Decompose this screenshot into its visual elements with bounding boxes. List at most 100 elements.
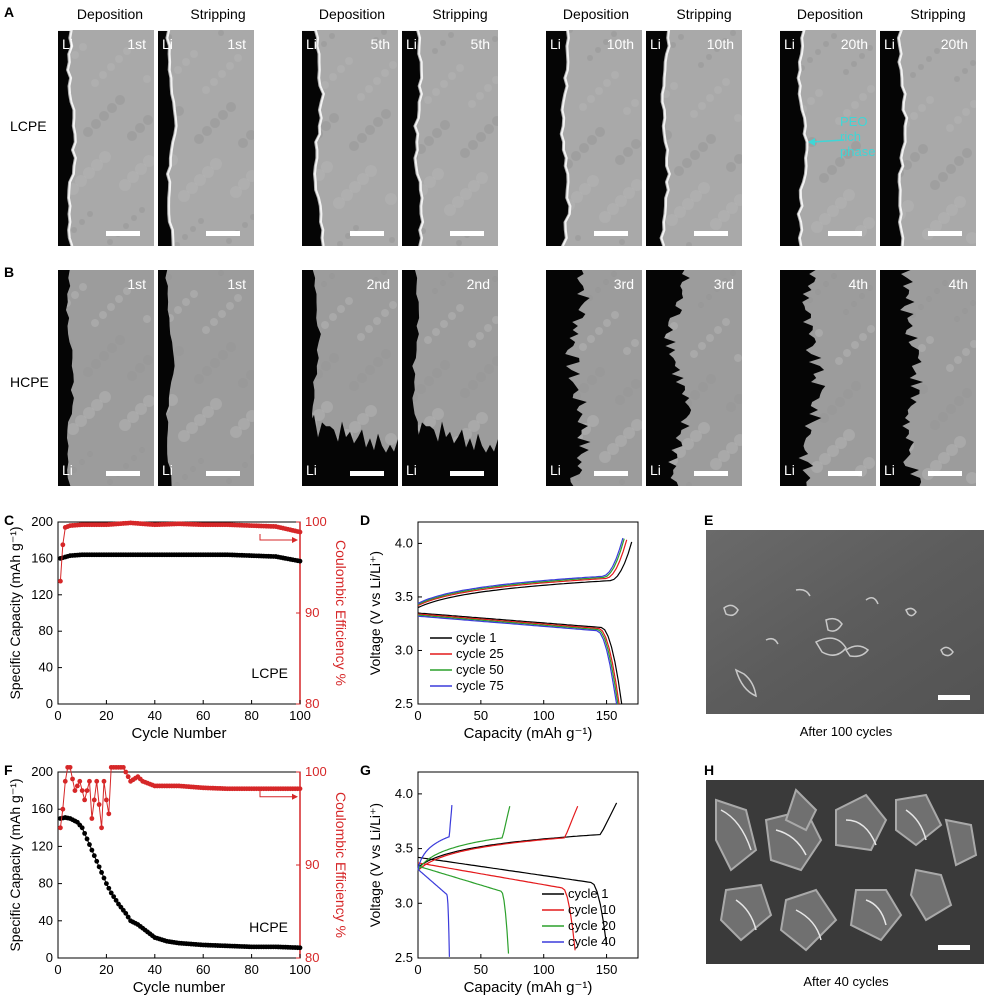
- y2-tick-label: 100: [305, 514, 327, 529]
- data-point: [101, 778, 107, 784]
- panel-label-b: B: [4, 264, 15, 280]
- data-point: [297, 558, 303, 564]
- y-axis-label: Specific Capacity (mAh g⁻¹): [7, 526, 23, 699]
- x-axis-label: Capacity (mAh g⁻¹): [464, 725, 593, 742]
- axis-arrow: [259, 534, 296, 541]
- li-electrode-label: Li: [162, 462, 173, 478]
- header-deposition-4: Deposition: [796, 6, 864, 22]
- scale-bar: [350, 471, 384, 476]
- discharge-curve-2: [417, 613, 620, 705]
- cycle-label: 20th: [840, 36, 868, 52]
- scale-bar: [828, 231, 862, 236]
- x-tick-label: 100: [533, 708, 555, 723]
- y-tick-label: 80: [39, 623, 53, 638]
- data-point: [91, 797, 97, 803]
- data-point: [87, 842, 92, 847]
- y-tick-label: 40: [39, 660, 53, 675]
- micrograph-b-5: Li 3rd: [546, 270, 642, 486]
- peo-annotation-arrow: [808, 138, 845, 146]
- micrograph-a-5: Li 10th: [546, 30, 642, 246]
- x-tick-label: 0: [54, 962, 61, 977]
- scale-bar: [938, 945, 970, 950]
- micrograph-b-3: Li 2nd: [302, 270, 398, 486]
- data-point: [94, 858, 100, 864]
- x-tick-label: 150: [596, 708, 618, 723]
- x-tick-label: 150: [596, 962, 618, 977]
- data-point: [99, 825, 104, 831]
- cycle-label: 1st: [227, 276, 246, 292]
- data-point: [111, 894, 117, 900]
- panel-label-g: G: [360, 762, 371, 778]
- data-point: [106, 811, 112, 817]
- charge-curve-4: [417, 805, 453, 870]
- discharge-curve-4: [417, 868, 450, 957]
- y2-tick-label: 100: [305, 764, 327, 779]
- header-stripping-3: Stripping: [676, 6, 732, 22]
- x-tick-label: 60: [196, 708, 210, 723]
- cycle-label: 20th: [940, 36, 968, 52]
- charge-curve-2: [417, 805, 579, 871]
- cycle-label: 10th: [706, 36, 734, 52]
- x-tick-label: 0: [414, 962, 421, 977]
- x-tick-label: 20: [99, 962, 113, 977]
- legend-label: cycle 1: [456, 630, 496, 645]
- scale-bar: [828, 471, 862, 476]
- data-point: [62, 778, 68, 784]
- data-point: [113, 897, 119, 903]
- scale-bar: [106, 471, 140, 476]
- x-tick-label: 100: [289, 962, 311, 977]
- x-tick-label: 60: [196, 962, 210, 977]
- x-tick-label: 40: [148, 962, 162, 977]
- panel-label-c: C: [4, 512, 15, 528]
- scale-bar: [594, 471, 628, 476]
- scale-bar: [206, 471, 240, 476]
- sem-image-e: [706, 530, 984, 714]
- data-point: [79, 788, 85, 793]
- x-tick-label: 100: [289, 708, 311, 723]
- micrograph-b-7: Li 4th: [780, 270, 876, 486]
- data-point: [60, 806, 66, 812]
- micrograph-b-4: Li 2nd: [402, 270, 498, 486]
- y2-tick-label: 90: [305, 857, 319, 872]
- data-point: [104, 797, 109, 803]
- li-electrode-label: Li: [406, 462, 417, 478]
- cycle-label: 10th: [606, 36, 634, 52]
- cycle-label: 1st: [127, 276, 146, 292]
- data-point: [89, 816, 95, 821]
- data-point: [67, 764, 73, 770]
- charge-curve-1: [417, 802, 618, 868]
- series-line-1: [59, 766, 300, 828]
- legend-label: cycle 10: [568, 902, 616, 917]
- axis-arrowhead: [292, 793, 298, 800]
- y-tick-label: 3.5: [395, 589, 413, 604]
- li-electrode-label: Li: [784, 36, 795, 52]
- header-deposition-1: Deposition: [76, 6, 144, 22]
- y-tick-label: 160: [31, 550, 53, 565]
- micrograph-a-4: Li 5th: [402, 30, 498, 246]
- data-point: [91, 853, 97, 859]
- scale-bar: [928, 471, 962, 476]
- cycle-label: 2nd: [366, 276, 390, 292]
- cycle-label: 2nd: [466, 276, 490, 292]
- data-point: [89, 847, 95, 853]
- data-point: [72, 788, 78, 793]
- plot-frame: [417, 771, 639, 959]
- micrograph-a-6: Li 10th: [646, 30, 742, 246]
- y-tick-label: 4.0: [395, 535, 413, 550]
- panel-label-h: H: [704, 762, 715, 778]
- data-point: [125, 914, 131, 920]
- header-stripping-1: Stripping: [190, 6, 246, 22]
- x-tick-label: 20: [99, 708, 113, 723]
- data-point: [82, 830, 88, 836]
- legend-label: cycle 40: [568, 934, 616, 949]
- charge-curve-2: [417, 539, 628, 607]
- li-electrode-label: Li: [62, 36, 73, 52]
- data-point: [297, 529, 303, 535]
- x-tick-label: 40: [148, 708, 162, 723]
- y-tick-label: 120: [31, 838, 53, 853]
- data-point: [84, 836, 90, 842]
- header-stripping-2: Stripping: [432, 6, 488, 22]
- y2-axis-label: Coulombic Efficiency %: [333, 792, 349, 938]
- discharge-curve-1: [417, 612, 623, 705]
